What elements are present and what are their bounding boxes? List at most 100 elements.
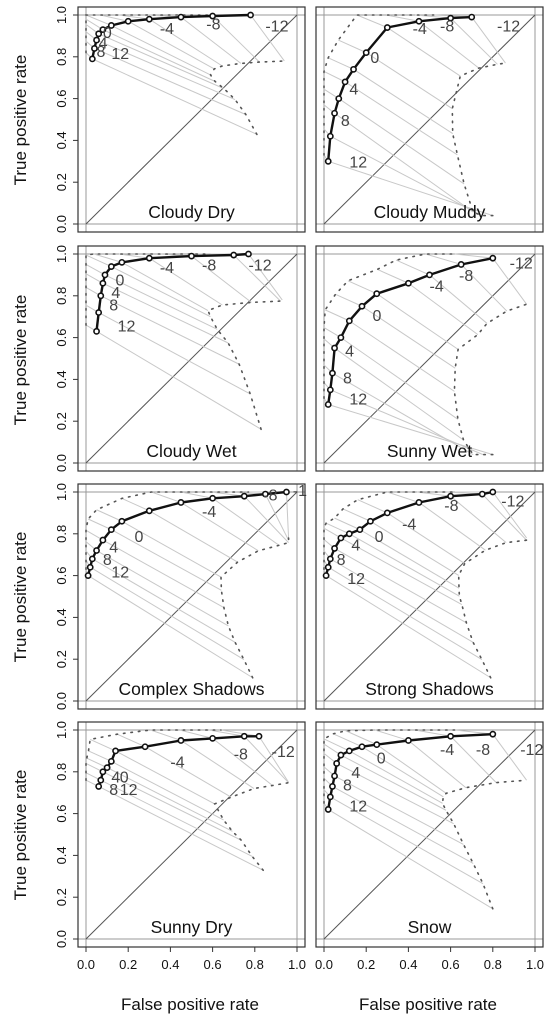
threshold-fan-line	[180, 740, 255, 789]
threshold-fan-line	[340, 537, 463, 605]
threshold-label: -8	[206, 17, 220, 34]
threshold-fan-line	[332, 785, 474, 864]
y-tick-label: 0.4	[54, 131, 69, 149]
threshold-label: 12	[347, 571, 365, 588]
y-tick-label: 0.2	[54, 650, 69, 668]
roc-point	[415, 499, 423, 506]
threshold-label: 8	[337, 552, 346, 569]
threshold-fan-line	[387, 512, 465, 564]
threshold-fan-line	[212, 737, 273, 786]
roc-point	[478, 490, 486, 498]
threshold-fan-line	[121, 261, 209, 312]
roc-point	[103, 764, 111, 772]
threshold-fan-line	[334, 112, 474, 213]
threshold-label: 12	[111, 46, 129, 63]
confidence-envelope-lower	[451, 62, 507, 217]
threshold-fan-line	[92, 58, 258, 135]
threshold-label: 4	[349, 81, 358, 98]
threshold-fan-line	[88, 750, 112, 762]
confidence-envelope-lower	[209, 60, 286, 136]
panel-title: Snow	[408, 917, 452, 937]
roc-point	[341, 78, 349, 86]
y-tick-label: 0.6	[54, 805, 69, 823]
threshold-label: 12	[349, 155, 367, 172]
y-axis-label: True positive rate	[11, 55, 30, 186]
threshold-label: -12	[501, 494, 524, 511]
threshold-fan-line	[356, 14, 388, 29]
threshold-fan-line	[243, 495, 289, 543]
threshold-label: 0	[377, 750, 386, 767]
threshold-fan-line	[323, 738, 350, 752]
threshold-fan-line	[370, 520, 459, 576]
threshold-fan-line	[347, 280, 377, 295]
roc-point	[356, 526, 364, 534]
y-tick-label: 0.4	[54, 846, 69, 864]
threshold-fan-line	[89, 566, 245, 660]
threshold-fan-line	[492, 733, 527, 781]
threshold-fan-line	[450, 17, 498, 65]
threshold-fan-line	[96, 509, 123, 522]
threshold-label: -4	[413, 21, 427, 38]
threshold-label: -12	[510, 256, 533, 273]
roc-point	[177, 737, 185, 744]
chance-diagonal	[323, 14, 536, 225]
y-tick-label: 0.0	[54, 692, 69, 710]
panel-frame	[77, 6, 306, 233]
threshold-fan-line	[330, 558, 474, 643]
x-tick-label: 1.0	[526, 957, 544, 972]
threshold-fan-line	[90, 738, 116, 752]
y-tick-label: 0.2	[54, 173, 69, 191]
threshold-fan-line	[250, 14, 285, 62]
threshold-label: 8	[97, 44, 106, 61]
threshold-label: -8	[202, 258, 216, 275]
roc-point	[86, 563, 94, 571]
panel-frame	[315, 245, 544, 472]
threshold-fan-line	[180, 16, 242, 64]
roc-point	[118, 517, 126, 525]
threshold-label: -4	[202, 504, 216, 521]
roc-point	[145, 507, 153, 515]
threshold-fan-line	[96, 39, 236, 101]
threshold-label: -8	[234, 746, 248, 763]
x-tick-label: 0.0	[77, 957, 95, 972]
threshold-fan-line	[121, 497, 150, 512]
threshold-fan-line	[98, 33, 225, 90]
roc-point	[333, 760, 341, 767]
roc-point	[93, 547, 100, 554]
roc-point	[337, 534, 345, 542]
threshold-fan-line	[149, 18, 223, 67]
threshold-fan-line	[102, 29, 216, 82]
threshold-fan-line	[359, 529, 460, 589]
roc-point	[350, 65, 357, 73]
x-tick-label: 1.0	[288, 957, 306, 972]
threshold-fan-line	[87, 575, 253, 679]
chance-diagonal	[85, 491, 298, 702]
roc-point	[326, 793, 334, 801]
threshold-fan-line	[100, 779, 253, 857]
roc-point	[261, 490, 269, 498]
threshold-fan-line	[327, 808, 494, 910]
roc-point	[324, 806, 332, 813]
threshold-fan-line	[334, 775, 464, 845]
threshold-fan-line	[395, 259, 430, 276]
roc-point	[447, 492, 454, 500]
chance-diagonal	[323, 253, 536, 464]
threshold-fan-line	[344, 81, 458, 156]
threshold-fan-line	[264, 493, 290, 541]
roc-point	[107, 757, 115, 765]
threshold-fan-line	[151, 491, 182, 503]
roc-point	[118, 258, 126, 266]
threshold-fan-line	[111, 25, 211, 76]
roc-panel: 04 8 12 -4 -8 -12 Cloudy Muddy	[315, 6, 544, 233]
y-tick-label: 0.8	[54, 48, 69, 66]
confidence-envelope-upper	[85, 729, 222, 782]
roc-point	[124, 17, 132, 25]
threshold-label: 4	[109, 540, 118, 557]
threshold-fan-line	[357, 499, 388, 514]
threshold-fan-line	[418, 20, 480, 69]
threshold-fan-line	[334, 517, 361, 531]
roc-point	[404, 737, 412, 744]
panel-title: Cloudy Dry	[148, 202, 235, 222]
